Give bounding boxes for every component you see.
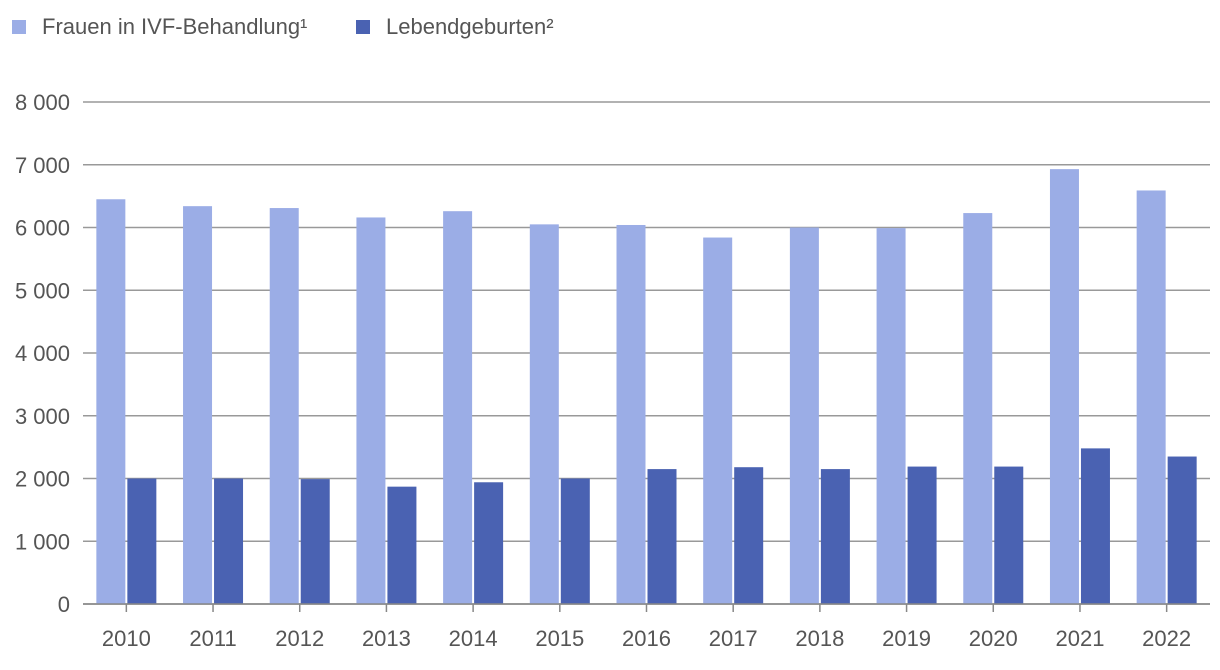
x-tick-label-2011: 2011 — [189, 626, 236, 651]
legend-label-2: Lebendgeburten² — [386, 14, 554, 39]
x-tick-label-2010: 2010 — [102, 626, 151, 651]
x-tick-label-2018: 2018 — [795, 626, 844, 651]
y-tick-label-6000: 6 000 — [15, 216, 70, 241]
x-tick-label-2022: 2022 — [1142, 626, 1191, 651]
x-axis: 2010 2011 2012 2013 2014 2015 2016 2017 2018 2019… — [83, 603, 1210, 651]
bar-frauen-in-ivf-behandlung-2010 — [96, 199, 126, 604]
bar-frauen-in-ivf-behandlung-2019 — [876, 228, 906, 604]
bar-frauen-in-ivf-behandlung-2018 — [789, 227, 819, 604]
bar-lebendgeburten-2022 — [1167, 456, 1197, 604]
y-tick-label-1000: 1 000 — [15, 529, 70, 554]
bar-lebendgeburten-2010 — [127, 478, 157, 604]
x-tick-label-2013: 2013 — [362, 626, 411, 651]
bar-lebendgeburten-2017 — [734, 467, 764, 604]
x-tick-label-2012: 2012 — [275, 626, 324, 651]
legend: Frauen in IVF-Behandlung¹ Lebendgeburten² — [12, 14, 554, 39]
y-tick-label-8000: 8 000 — [15, 90, 70, 115]
legend-swatch-2 — [356, 20, 370, 34]
bar-lebendgeburten-2020 — [994, 466, 1024, 604]
bar-lebendgeburten-2012 — [300, 479, 330, 604]
x-tick-label-2014: 2014 — [449, 626, 498, 651]
bars — [96, 169, 1197, 605]
bar-frauen-in-ivf-behandlung-2021 — [1049, 169, 1079, 604]
bar-frauen-in-ivf-behandlung-2012 — [269, 208, 299, 605]
x-tick-label-2015: 2015 — [535, 626, 584, 651]
y-axis: 0 1 000 2 000 3 000 4 000 5 000 6 000 7 000 8 00… — [15, 90, 70, 617]
bar-frauen-in-ivf-behandlung-2017 — [703, 237, 733, 605]
bar-frauen-in-ivf-behandlung-2011 — [183, 206, 213, 605]
bar-frauen-in-ivf-behandlung-2013 — [356, 217, 386, 604]
x-tick-label-2019: 2019 — [882, 626, 931, 651]
legend-label-1: Frauen in IVF-Behandlung¹ — [42, 14, 307, 39]
bar-frauen-in-ivf-behandlung-2014 — [443, 211, 473, 604]
bar-frauen-in-ivf-behandlung-2015 — [529, 224, 559, 605]
bar-lebendgeburten-2016 — [647, 469, 677, 604]
gridlines — [83, 101, 1210, 605]
y-tick-label-3000: 3 000 — [15, 404, 70, 429]
bar-frauen-in-ivf-behandlung-2022 — [1136, 190, 1166, 605]
bar-lebendgeburten-2015 — [560, 478, 590, 604]
y-tick-label-7000: 7 000 — [15, 153, 70, 178]
bar-lebendgeburten-2011 — [214, 478, 244, 604]
bar-frauen-in-ivf-behandlung-2020 — [963, 213, 993, 604]
x-tick-label-2016: 2016 — [622, 626, 671, 651]
bar-lebendgeburten-2013 — [387, 486, 417, 604]
y-tick-label-4000: 4 000 — [15, 341, 70, 366]
bar-lebendgeburten-2014 — [474, 482, 504, 604]
y-tick-label-5000: 5 000 — [15, 278, 70, 303]
x-tick-label-2020: 2020 — [969, 626, 1018, 651]
y-tick-label-2000: 2 000 — [15, 467, 70, 492]
bar-lebendgeburten-2021 — [1080, 448, 1110, 604]
bar-lebendgeburten-2019 — [907, 466, 937, 604]
bar-frauen-in-ivf-behandlung-2016 — [616, 224, 646, 605]
y-tick-label-0: 0 — [58, 592, 70, 617]
x-tick-label-2017: 2017 — [709, 626, 758, 651]
legend-swatch-1 — [12, 20, 26, 34]
x-tick-label-2021: 2021 — [1055, 626, 1104, 651]
bar-lebendgeburten-2018 — [820, 469, 850, 604]
